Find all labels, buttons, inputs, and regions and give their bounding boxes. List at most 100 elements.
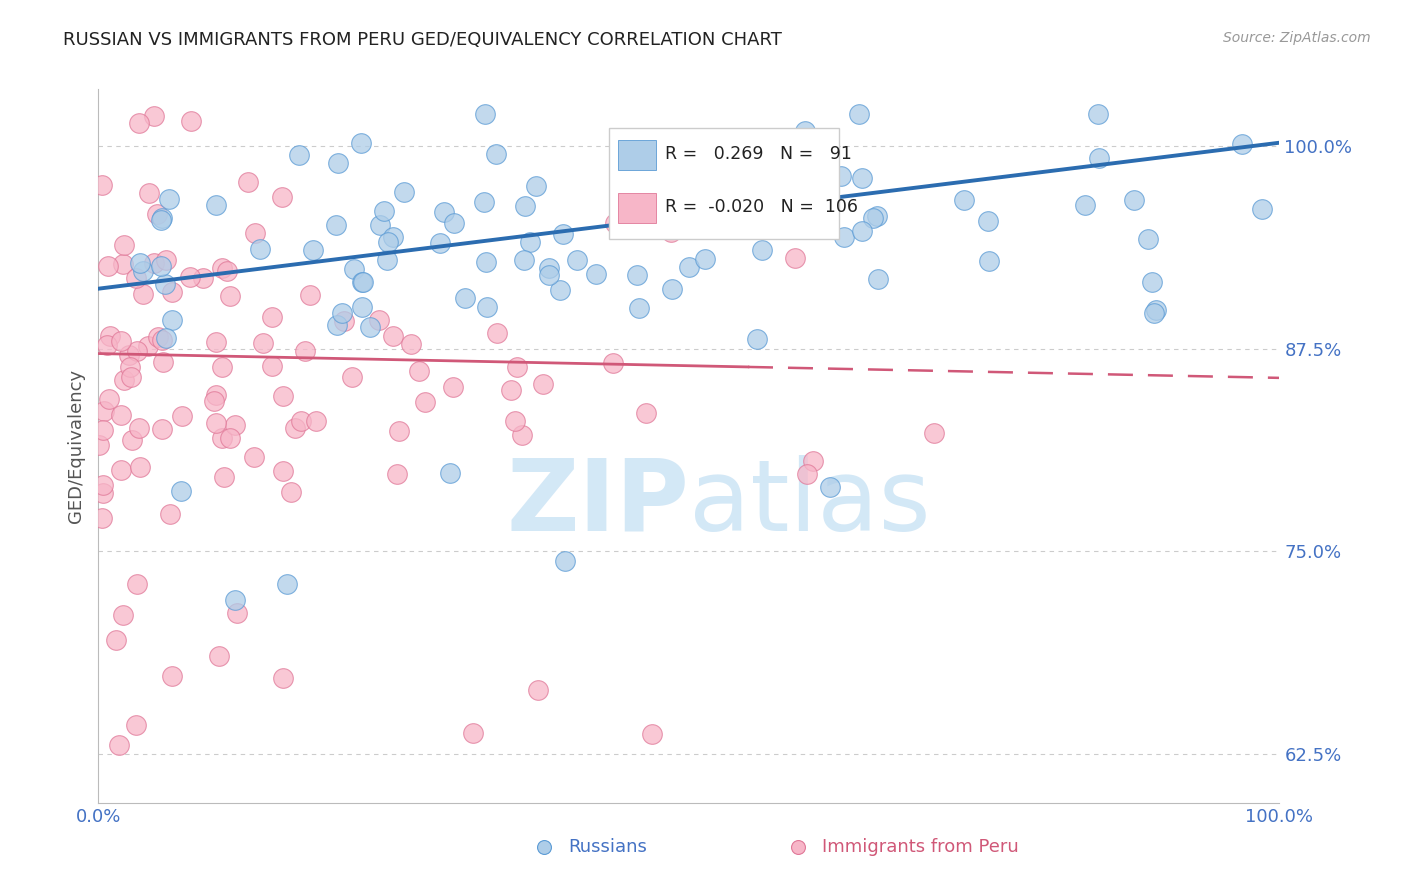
Point: [352, 275, 374, 289]
Point: [98, 392, 121, 407]
Point: [756, 213, 779, 227]
Point: [110, 334, 132, 348]
Point: [1074, 198, 1097, 212]
Point: [377, 253, 399, 268]
Point: [128, 420, 150, 434]
Point: [150, 422, 173, 436]
Point: [205, 417, 228, 431]
Point: [603, 216, 626, 230]
Point: [1230, 136, 1253, 151]
Point: [152, 355, 174, 369]
Point: [531, 376, 554, 391]
Point: [211, 260, 233, 275]
Point: [125, 717, 148, 731]
Point: [359, 320, 381, 334]
Point: [162, 285, 184, 299]
Point: [136, 339, 159, 353]
Point: [659, 225, 682, 239]
Point: [90, 178, 112, 192]
Text: ZIP: ZIP: [506, 455, 689, 551]
Point: [129, 256, 152, 270]
Point: [288, 148, 311, 162]
Point: [661, 282, 683, 296]
Point: [474, 106, 496, 120]
Point: [408, 364, 430, 378]
Point: [132, 287, 155, 301]
Point: [120, 369, 142, 384]
Point: [851, 223, 873, 237]
Point: [633, 172, 655, 186]
Point: [551, 227, 574, 242]
FancyBboxPatch shape: [609, 128, 839, 239]
Point: [392, 185, 415, 199]
Point: [87, 437, 110, 451]
Point: [922, 425, 945, 440]
Point: [117, 348, 139, 362]
Point: [284, 421, 307, 435]
Point: [373, 204, 395, 219]
Point: [211, 359, 233, 374]
Point: [160, 669, 183, 683]
Point: [302, 243, 325, 257]
Point: [368, 218, 391, 232]
Point: [519, 235, 541, 250]
Point: [108, 738, 131, 752]
Point: [977, 254, 1000, 268]
Point: [851, 171, 873, 186]
Point: [499, 383, 522, 397]
Point: [441, 380, 464, 394]
Point: [110, 463, 132, 477]
Point: [367, 313, 389, 327]
Point: [688, 177, 710, 191]
Point: [208, 648, 231, 663]
FancyBboxPatch shape: [619, 140, 655, 169]
Text: Russians: Russians: [568, 838, 647, 856]
Point: [218, 289, 240, 303]
Point: [548, 284, 571, 298]
Point: [693, 252, 716, 267]
Point: [527, 683, 550, 698]
Point: [260, 310, 283, 325]
Point: [205, 388, 228, 402]
Point: [506, 359, 529, 374]
Point: [413, 395, 436, 409]
Point: [121, 433, 143, 447]
Point: [245, 227, 267, 241]
Point: [191, 271, 214, 285]
FancyBboxPatch shape: [619, 193, 655, 223]
Point: [429, 236, 451, 251]
Point: [157, 192, 180, 206]
Point: [180, 113, 202, 128]
Point: [454, 291, 477, 305]
Point: [1137, 232, 1160, 246]
Point: [105, 633, 128, 648]
Point: [91, 486, 114, 500]
Point: [401, 336, 423, 351]
Point: [333, 314, 356, 328]
Point: [512, 253, 534, 268]
Point: [97, 259, 120, 273]
Point: [276, 576, 298, 591]
Point: [93, 404, 115, 418]
Point: [202, 393, 225, 408]
Point: [461, 726, 484, 740]
Point: [977, 214, 1000, 228]
Point: [474, 254, 496, 268]
Point: [505, 414, 527, 428]
Point: [510, 427, 533, 442]
Point: [626, 268, 648, 283]
Point: [538, 268, 561, 282]
Point: [475, 301, 498, 315]
Point: [152, 211, 174, 225]
Point: [866, 209, 889, 223]
Point: [472, 195, 495, 210]
Text: Source: ZipAtlas.com: Source: ZipAtlas.com: [1223, 31, 1371, 45]
Point: [138, 186, 160, 200]
Point: [219, 431, 242, 445]
Point: [153, 277, 176, 292]
Point: [118, 359, 141, 374]
Point: [146, 330, 169, 344]
Point: [129, 460, 152, 475]
Point: [801, 454, 824, 468]
Point: [538, 261, 561, 276]
